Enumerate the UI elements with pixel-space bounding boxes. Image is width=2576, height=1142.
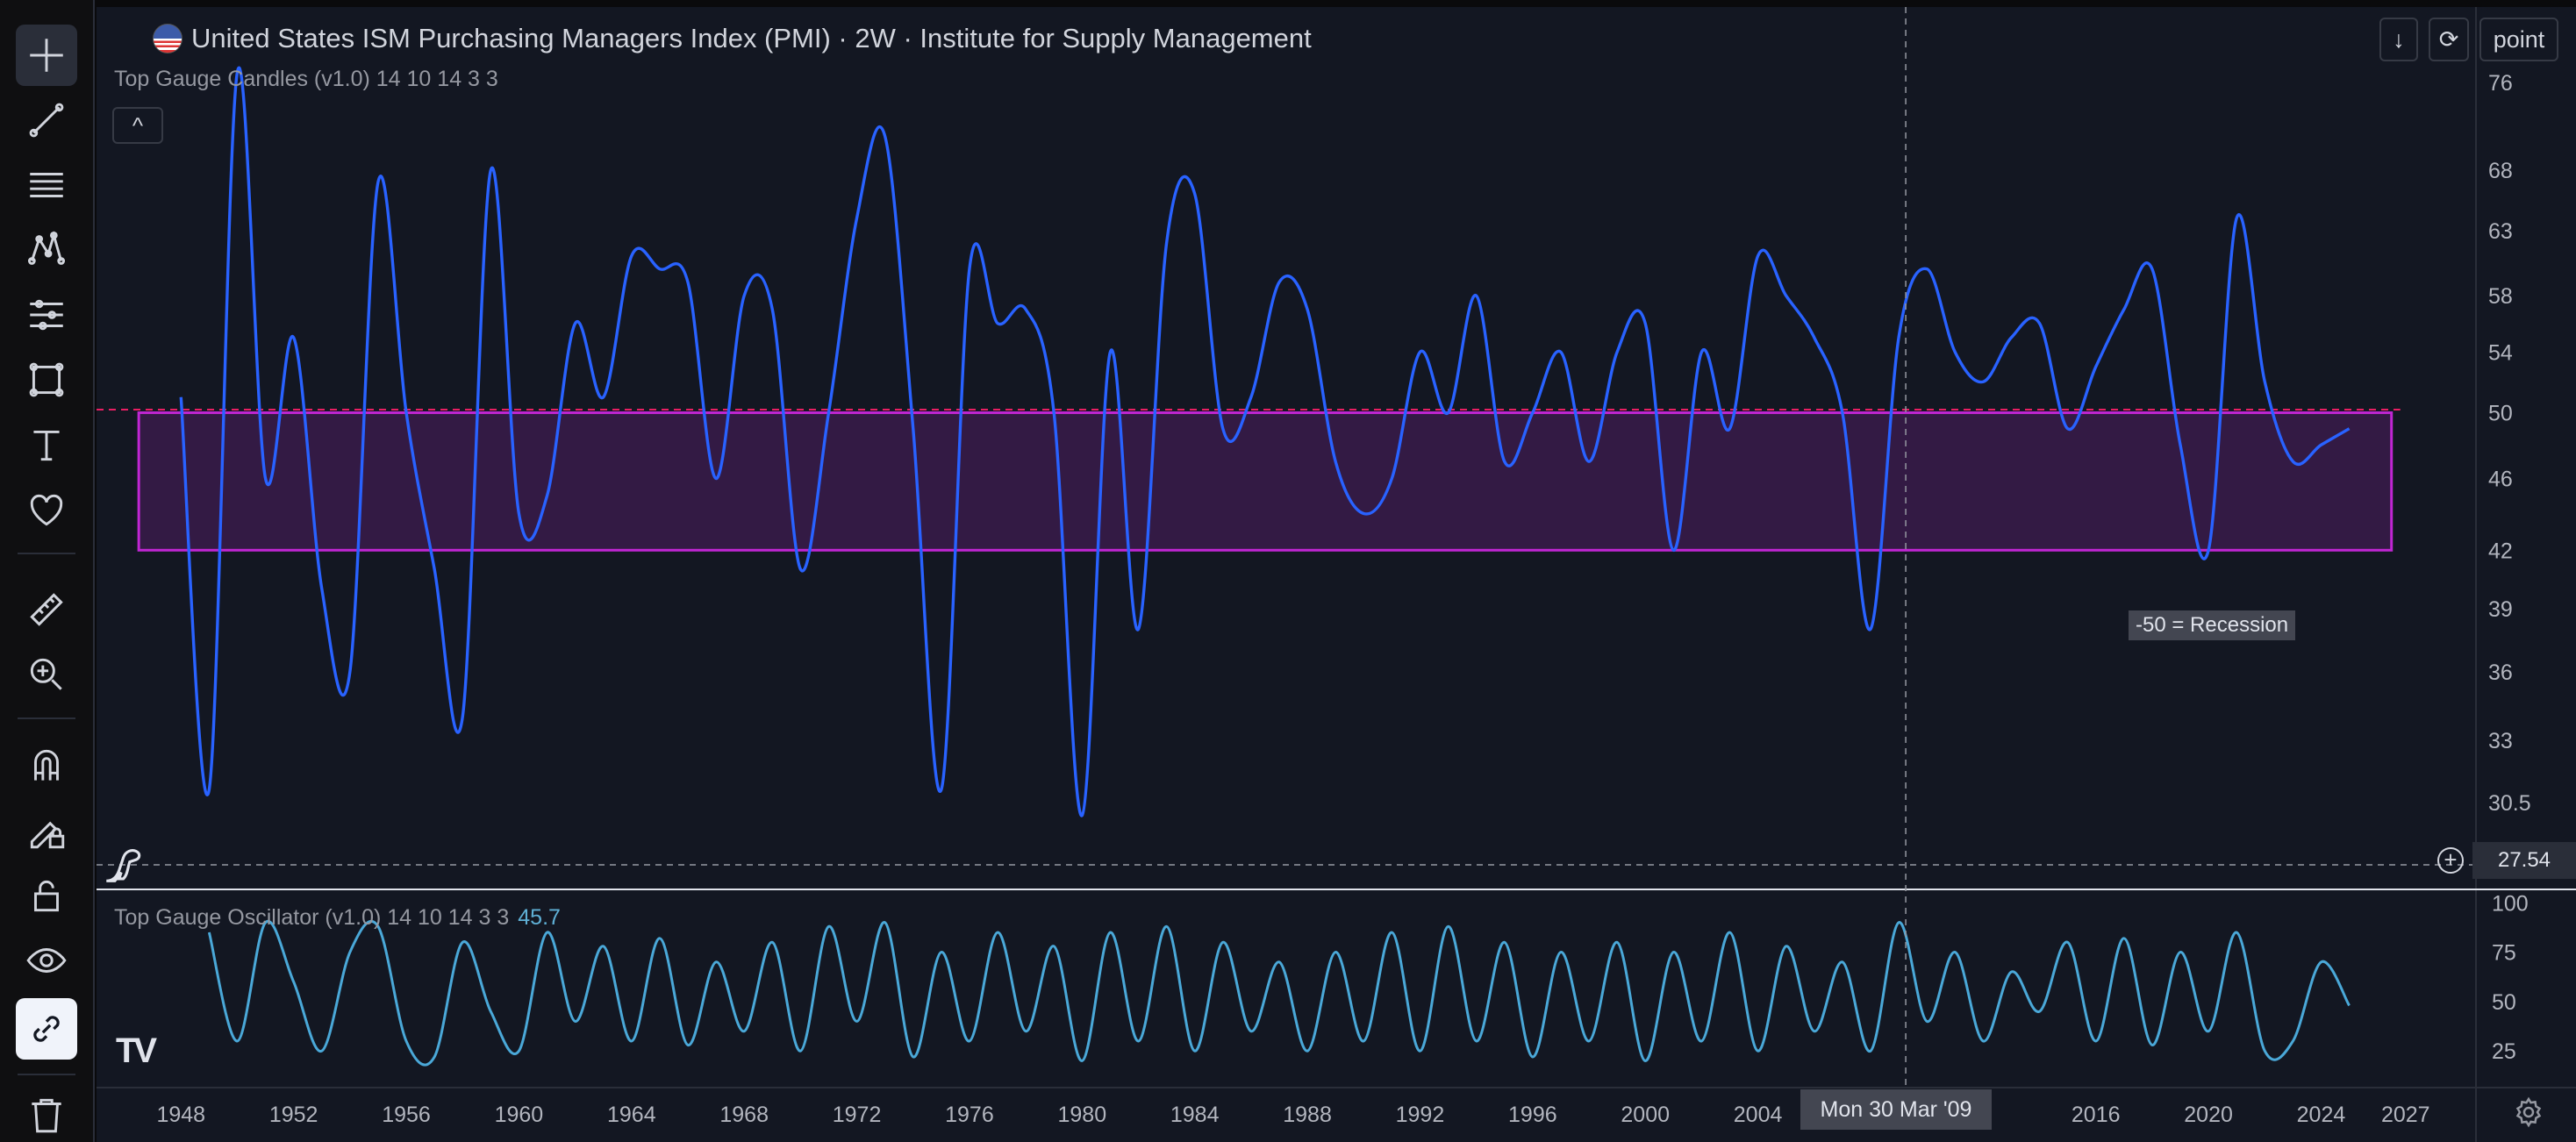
time-tick-label: 2024 (2297, 1103, 2346, 1127)
price-tick-label: 46 (2488, 467, 2513, 491)
time-tick-label: 1956 (382, 1103, 431, 1127)
link-icon[interactable] (16, 998, 77, 1060)
refresh-button[interactable]: ⟳ (2429, 18, 2469, 61)
oscillator-series-line (207, 919, 2351, 1067)
price-tick-label: 76 (2488, 71, 2513, 96)
fib-retracement-icon[interactable] (16, 154, 77, 216)
time-tick-label: 1984 (1170, 1103, 1220, 1127)
collapse-legend-button[interactable]: ^ (112, 107, 163, 144)
pmi-series-line (179, 67, 2351, 817)
price-tick-label: 63 (2488, 219, 2513, 244)
add-alert-icon[interactable]: + (2437, 847, 2464, 874)
crosshair-icon[interactable] (16, 25, 77, 86)
chart-area[interactable]: 76 68 63 58 54 50 46 42 39 36 33 30.5 100 75 50 25 1948 1… (97, 7, 2576, 1142)
price-tick-label: 42 (2488, 539, 2513, 563)
lock-icon[interactable] (16, 865, 77, 926)
time-tick-label: 2020 (2184, 1103, 2233, 1127)
lock-drawing-icon[interactable] (16, 800, 77, 861)
oscillator-value: 45.7 (518, 905, 561, 930)
price-tick-label: 36 (2488, 660, 2513, 685)
oscillator-tick-label: 25 (2492, 1039, 2516, 1064)
time-tick-label: 1976 (945, 1103, 994, 1127)
price-tick-label: 68 (2488, 159, 2513, 183)
pattern-icon[interactable] (16, 219, 77, 281)
trash-icon[interactable] (16, 1084, 77, 1142)
time-tick-label: 2027 (2381, 1103, 2430, 1127)
time-tick-label: 1952 (269, 1103, 318, 1127)
oscillator-tick-label: 75 (2492, 941, 2516, 966)
settings-gear-icon[interactable] (2511, 1095, 2546, 1130)
time-tick-label: 1960 (495, 1103, 544, 1127)
dinosaur-icon[interactable] (100, 839, 151, 889)
download-button[interactable]: ↓ (2379, 18, 2418, 61)
time-tick-label: 1972 (833, 1103, 882, 1127)
price-tick-label: 50 (2488, 402, 2513, 426)
forecast-icon[interactable] (16, 284, 77, 346)
oscillator-tick-label: 50 (2492, 990, 2516, 1015)
tradingview-logo-icon[interactable]: TV (116, 1031, 157, 1070)
time-tick-label: 1968 (719, 1103, 769, 1127)
magnet-icon[interactable] (16, 735, 77, 796)
time-tick-label: 1948 (156, 1103, 205, 1127)
scale-mode-button[interactable]: point (2479, 18, 2558, 61)
zoom-in-icon[interactable] (16, 644, 77, 705)
rectangle-icon[interactable] (16, 349, 77, 410)
price-tick-label: 58 (2488, 284, 2513, 309)
crosshair-date-label: Mon 30 Mar '09 (1800, 1089, 1992, 1130)
time-tick-label: 1996 (1508, 1103, 1557, 1127)
price-tick-label: 33 (2488, 729, 2513, 753)
chart-title-text: United States ISM Purchasing Managers In… (191, 23, 1312, 54)
indicator-legend-main[interactable]: Top Gauge Candles (v1.0) 14 10 14 3 3 (114, 67, 498, 91)
crosshair-price-label: 27.54 (2472, 842, 2576, 879)
time-tick-label: 2016 (2072, 1103, 2121, 1127)
heart-icon[interactable] (16, 479, 77, 540)
oscillator-label: Top Gauge Oscillator (v1.0) 14 10 14 3 3 (114, 905, 510, 930)
time-tick-label: 1992 (1396, 1103, 1445, 1127)
indicator-legend-oscillator[interactable]: Top Gauge Oscillator (v1.0) 14 10 14 3 3… (114, 905, 561, 931)
us-flag-icon (153, 24, 182, 54)
price-tick-label: 30.5 (2488, 791, 2531, 816)
trend-line-icon[interactable] (16, 89, 77, 151)
ruler-icon[interactable] (16, 579, 77, 640)
time-tick-label: 1964 (607, 1103, 656, 1127)
text-icon[interactable] (16, 414, 77, 475)
drawing-toolbar (0, 0, 95, 1142)
recession-label[interactable]: -50 = Recession (2129, 610, 2296, 640)
time-tick-label: 1988 (1283, 1103, 1332, 1127)
chart-title[interactable]: United States ISM Purchasing Managers In… (153, 23, 1312, 54)
eye-icon[interactable] (16, 930, 77, 991)
time-tick-label: 2000 (1621, 1103, 1670, 1127)
chart-canvas[interactable]: 76 68 63 58 54 50 46 42 39 36 33 30.5 100 75 50 25 1948 1… (97, 7, 2576, 1142)
oscillator-tick-label: 100 (2492, 891, 2529, 916)
time-tick-label: 1980 (1058, 1103, 1107, 1127)
price-tick-label: 39 (2488, 597, 2513, 622)
time-tick-label: 2004 (1734, 1103, 1783, 1127)
price-tick-label: 54 (2488, 340, 2513, 365)
